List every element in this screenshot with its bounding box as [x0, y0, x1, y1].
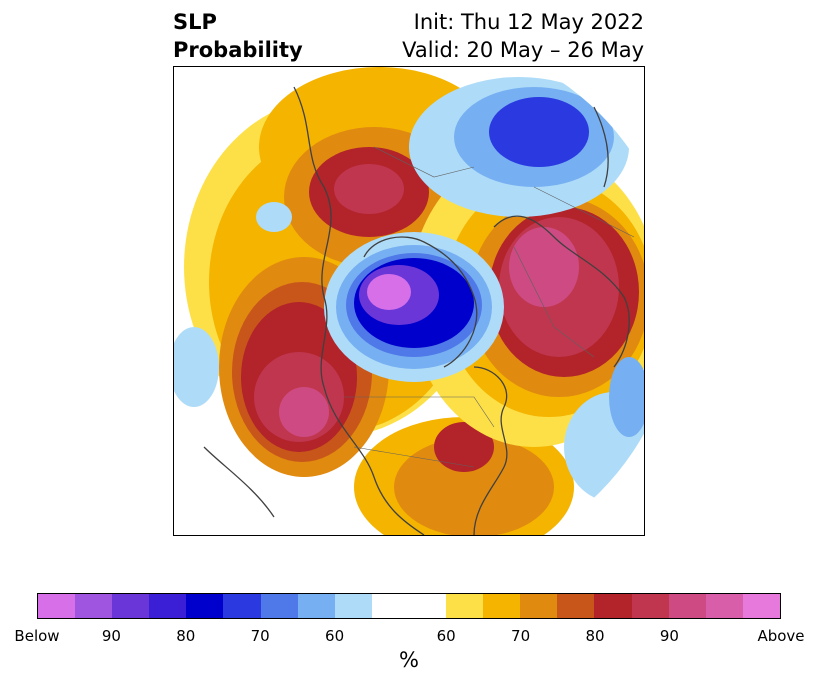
- colorbar-segment: [631, 594, 669, 618]
- probability-colorbar: [37, 593, 781, 619]
- colorbar-segment: [297, 594, 335, 618]
- colorbar-segment: [38, 594, 76, 618]
- colorbar-tick-label: 90: [101, 627, 121, 645]
- colorbar-segment: [75, 594, 113, 618]
- below-max-arctic: [367, 274, 411, 310]
- colorbar-tick-label: 70: [511, 627, 531, 645]
- above-core-east-us: [434, 422, 494, 472]
- below-spot-pacific: [256, 202, 292, 232]
- colorbar-segment: [446, 594, 484, 618]
- below-region-pacific: [174, 327, 219, 407]
- colorbar-unit: %: [399, 648, 419, 672]
- colorbar-segment: [668, 594, 706, 618]
- colorbar-segment: [483, 594, 521, 618]
- title-line-1: SLP: [173, 10, 217, 34]
- colorbar-segment: [742, 594, 780, 618]
- colorbar-segment: [371, 594, 409, 618]
- below-core-atlantic: [609, 357, 644, 437]
- colorbar-tick-label: 80: [176, 627, 196, 645]
- polar-map: [173, 66, 645, 536]
- colorbar-segment: [112, 594, 150, 618]
- valid-range: Valid: 20 May – 26 May: [402, 38, 644, 62]
- colorbar-segment: [520, 594, 558, 618]
- colorbar-tick-label: Above: [757, 627, 805, 645]
- probability-field: [174, 67, 644, 535]
- above-max-west: [279, 387, 329, 437]
- colorbar-segment: [594, 594, 632, 618]
- probability-map-svg: [174, 67, 644, 535]
- colorbar-tick-label: Below: [14, 627, 60, 645]
- colorbar-segment: [557, 594, 595, 618]
- date-info: Init: Thu 12 May 2022 Valid: 20 May – 26…: [402, 8, 644, 64]
- colorbar-tick-label: 90: [659, 627, 679, 645]
- colorbar-tick-label: 70: [250, 627, 270, 645]
- colorbar-segment: [186, 594, 224, 618]
- colorbar-tick-label: 60: [436, 627, 456, 645]
- colorbar-segment: [334, 594, 372, 618]
- above-max-europe: [509, 227, 579, 307]
- chart-title: SLP Probability: [173, 8, 303, 64]
- title-line-2: Probability: [173, 38, 303, 62]
- coastlines: [203, 86, 630, 535]
- colorbar-tick-label: 80: [585, 627, 605, 645]
- country-borders: [344, 146, 635, 468]
- above-region-usa: [394, 437, 554, 535]
- colorbar-segment: [149, 594, 187, 618]
- init-date: Init: Thu 12 May 2022: [413, 10, 644, 34]
- above-peak-canada: [334, 164, 404, 214]
- colorbar-segment: [223, 594, 261, 618]
- colorbar-tick-label: 60: [325, 627, 345, 645]
- colorbar-segment: [408, 594, 447, 618]
- colorbar-segment: [260, 594, 298, 618]
- colorbar-segment: [705, 594, 743, 618]
- below-core-siberia: [489, 97, 589, 167]
